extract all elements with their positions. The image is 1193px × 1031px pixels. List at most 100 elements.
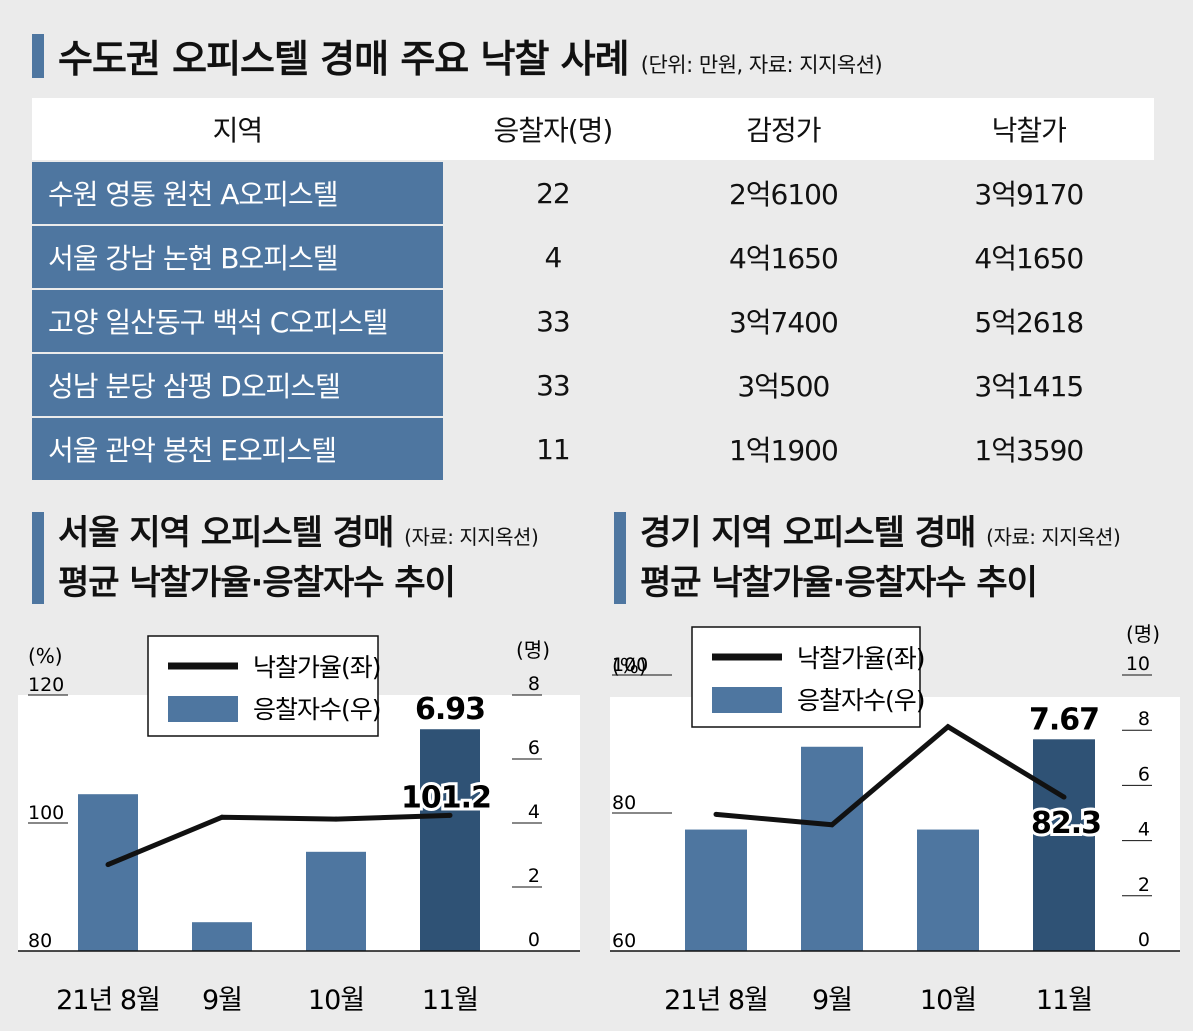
column-header-region: 지역 <box>32 98 443 161</box>
table-cell-winning-bid: 1억3590 <box>903 416 1154 480</box>
seoul-title-line1: 서울 지역 오피스텔 경매 <box>58 513 394 553</box>
x-axis-tick-label: 21년 8월 <box>56 985 160 1016</box>
table-cell-appraisal: 2억6100 <box>663 160 904 225</box>
bar <box>1033 739 1095 951</box>
page-title: 수도권 오피스텔 경매 주요 낙찰 사례 (단위: 만원, 자료: 지지옥션) <box>58 28 883 83</box>
table-row: 성남 분당 삼평 D오피스텔 33 3억500 3억1415 <box>32 352 1154 417</box>
right-axis-tick-label: 8 <box>1138 708 1150 730</box>
table-row: 수원 영통 원천 A오피스텔 22 2억6100 3억9170 <box>32 160 1154 225</box>
table-cell-region: 서울 관악 봉천 E오피스텔 <box>32 416 443 480</box>
left-axis-tick-label: 80 <box>612 792 636 814</box>
left-axis-unit: (%) <box>28 644 63 668</box>
table-cell-winning-bid: 3억9170 <box>903 160 1154 225</box>
line-data-label: 101.2 <box>401 780 491 815</box>
seoul-title-source: (자료: 지지옥션) <box>404 525 539 549</box>
right-axis-unit: (명) <box>1126 622 1160 646</box>
column-header-appraisal: 감정가 <box>663 98 904 161</box>
right-axis-tick-label: 4 <box>1138 819 1150 841</box>
table-cell-region: 서울 강남 논현 B오피스텔 <box>32 224 443 289</box>
bar <box>801 746 863 951</box>
page-title-text: 수도권 오피스텔 경매 주요 낙찰 사례 <box>58 37 630 81</box>
x-axis-tick-label: 21년 8월 <box>664 985 768 1016</box>
left-axis-tick-label: 120 <box>28 674 64 696</box>
table-cell-bidders: 11 <box>442 416 664 480</box>
gyeonggi-title-accent-bar <box>614 512 626 604</box>
right-axis-unit: (명) <box>516 638 550 662</box>
legend-bar-label: 응찰자수(우) <box>253 695 381 724</box>
table-row: 서울 관악 봉천 E오피스텔 11 1억1900 1억3590 <box>32 416 1154 480</box>
auction-table: 지역 응찰자(명) 감정가 낙찰가 수원 영통 원천 A오피스텔 22 2억61… <box>32 98 1154 480</box>
bar <box>78 794 138 951</box>
column-header-bidders: 응찰자(명) <box>442 98 664 161</box>
line-data-label: 82.3 <box>1031 806 1101 841</box>
title-accent-bar <box>32 34 44 78</box>
x-axis-tick-label: 11월 <box>422 985 478 1016</box>
table-cell-winning-bid: 3억1415 <box>903 352 1154 417</box>
line-point <box>1061 794 1067 800</box>
table-cell-winning-bid: 5억2618 <box>903 288 1154 353</box>
table-cell-bidders: 4 <box>442 224 664 289</box>
legend-line-label: 낙찰가율(좌) <box>797 644 925 673</box>
page-subtitle: (단위: 만원, 자료: 지지옥션) <box>640 53 883 77</box>
bar <box>420 729 480 951</box>
bar <box>685 829 747 951</box>
x-axis-tick-label: 10월 <box>308 985 364 1016</box>
right-axis-tick-label: 10 <box>1126 653 1150 675</box>
x-axis-tick-label: 10월 <box>920 985 976 1016</box>
right-axis-tick-label: 6 <box>1138 763 1150 785</box>
right-axis-tick-label: 6 <box>528 737 540 759</box>
bar <box>306 851 366 951</box>
line-point <box>447 812 453 818</box>
line-point <box>333 816 339 822</box>
legend-bar-label: 응찰자수(우) <box>797 686 925 715</box>
legend-line-label: 낙찰가율(좌) <box>253 653 381 682</box>
table-cell-bidders: 22 <box>442 160 664 225</box>
seoul-title-accent-bar <box>32 512 44 604</box>
right-axis-tick-label: 0 <box>1138 929 1150 951</box>
table-cell-region: 수원 영통 원천 A오피스텔 <box>32 160 443 225</box>
bar-data-label: 6.93 <box>415 692 485 727</box>
legend-bar-swatch <box>168 696 238 722</box>
left-axis-tick-label: 60 <box>612 930 636 952</box>
x-axis-tick-label: 11월 <box>1036 985 1092 1016</box>
left-axis-unit: (%) <box>612 654 647 678</box>
gyeonggi-title-line1: 경기 지역 오피스텔 경매 <box>640 513 976 553</box>
seoul-chart-title: 서울 지역 오피스텔 경매 (자료: 지지옥션) 평균 낙찰가율·응찰자수 추이 <box>58 510 539 606</box>
line-point <box>219 814 225 820</box>
table-cell-bidders: 33 <box>442 288 664 353</box>
column-header-winning-bid: 낙찰가 <box>903 98 1154 161</box>
seoul-chart: (%) 80 100 120 (명) 0 2 4 6 8 21년 8월 9월 10월 11월 6.93 101… <box>18 635 580 1016</box>
gyeonggi-title-line2: 평균 낙찰가율·응찰자수 추이 <box>640 563 1038 603</box>
table-cell-region: 고양 일산동구 백석 C오피스텔 <box>32 288 443 353</box>
gyeonggi-chart-title: 경기 지역 오피스텔 경매 (자료: 지지옥션) 평균 낙찰가율·응찰자수 추이 <box>640 510 1121 606</box>
table-header-row: 지역 응찰자(명) 감정가 낙찰가 <box>32 98 1154 161</box>
left-axis-tick-label: 100 <box>612 654 648 676</box>
table-cell-region: 성남 분당 삼평 D오피스텔 <box>32 352 443 417</box>
table-row: 고양 일산동구 백석 C오피스텔 33 3억7400 5억2618 <box>32 288 1154 353</box>
legend-bar-swatch <box>712 687 782 713</box>
line-point <box>829 822 835 828</box>
bar <box>917 829 979 951</box>
line-series-path <box>715 723 1066 828</box>
gyeonggi-title-source: (자료: 지지옥션) <box>986 525 1121 549</box>
table-cell-appraisal: 1억1900 <box>663 416 904 480</box>
left-axis-tick-label: 80 <box>28 930 52 952</box>
x-axis-tick-label: 9월 <box>812 985 852 1016</box>
table-cell-appraisal: 3억7400 <box>663 288 904 353</box>
right-axis-tick-label: 2 <box>1138 874 1150 896</box>
line-point <box>713 811 719 817</box>
bar <box>192 922 252 951</box>
right-axis-tick-label: 4 <box>528 801 540 823</box>
table-cell-appraisal: 4억1650 <box>663 224 904 289</box>
right-axis-tick-label: 2 <box>528 865 540 887</box>
line-point <box>105 862 111 868</box>
gyeonggi-chart: (%) 60 80 100 (명) 0 2 4 6 8 10 21년 8월 9월 10월 11월 7.67 82… <box>610 622 1180 1016</box>
seoul-title-line2: 평균 낙찰가율·응찰자수 추이 <box>58 563 456 603</box>
table-cell-bidders: 33 <box>442 352 664 417</box>
table-cell-winning-bid: 4억1650 <box>903 224 1154 289</box>
line-series-path <box>107 812 451 867</box>
right-axis-tick-label: 0 <box>528 929 540 951</box>
table-cell-appraisal: 3억500 <box>663 352 904 417</box>
table-row: 서울 강남 논현 B오피스텔 4 4억1650 4억1650 <box>32 224 1154 289</box>
line-point <box>945 724 951 730</box>
